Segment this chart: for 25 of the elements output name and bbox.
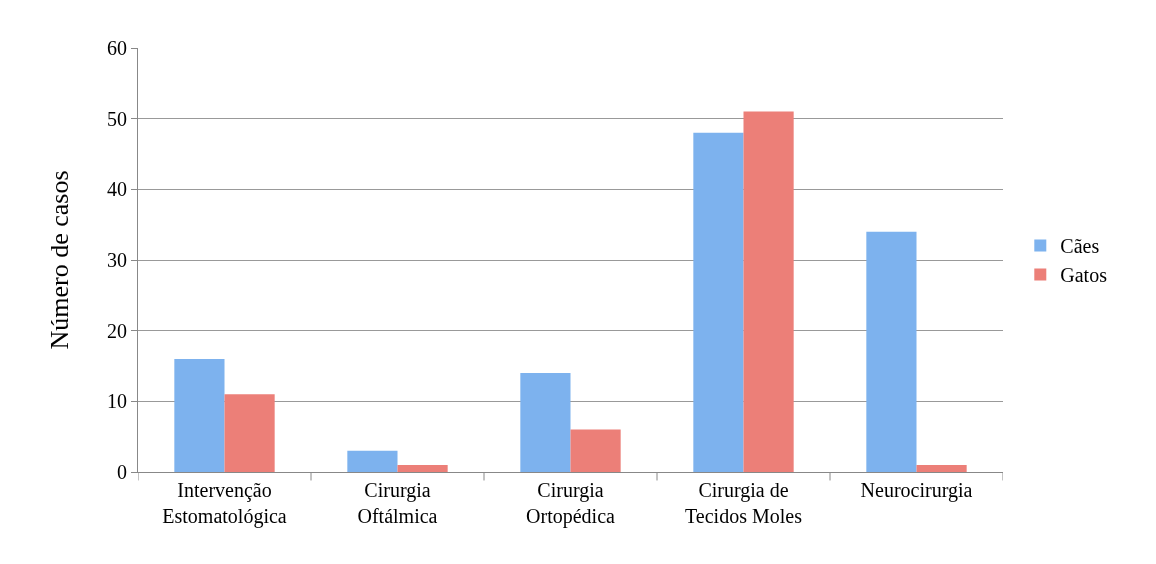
bar [916,464,967,472]
x-tick-label: Neurocirurgia [860,479,973,502]
bar [693,132,744,472]
bar [520,373,571,472]
legend-label: Cães [1060,235,1100,258]
bar [224,394,275,472]
bar [570,429,621,472]
y-tick-label: 60 [107,37,127,59]
y-tick-label: 10 [107,390,127,413]
x-tick-label: Cirurgia Oftálmica [357,479,438,527]
bar [174,358,225,472]
legend-label: Gatos [1060,264,1108,287]
x-tick-label: Intervenção Estomatológica [162,479,287,528]
bar [743,111,794,472]
y-tick-label: 20 [107,319,127,342]
y-tick-label: 0 [117,461,127,483]
x-tick-label: Cirurgia Ortopédica [526,479,616,528]
bar [397,464,448,472]
y-axis-title: Número de casos [45,170,75,350]
bar [347,450,398,472]
x-tick-label: Cirurgia de Tecidos Moles [685,479,803,527]
y-tick-label: 30 [107,249,127,271]
y-tick-label: 50 [107,107,127,130]
bar [866,231,917,472]
y-tick-label: 40 [107,178,127,201]
